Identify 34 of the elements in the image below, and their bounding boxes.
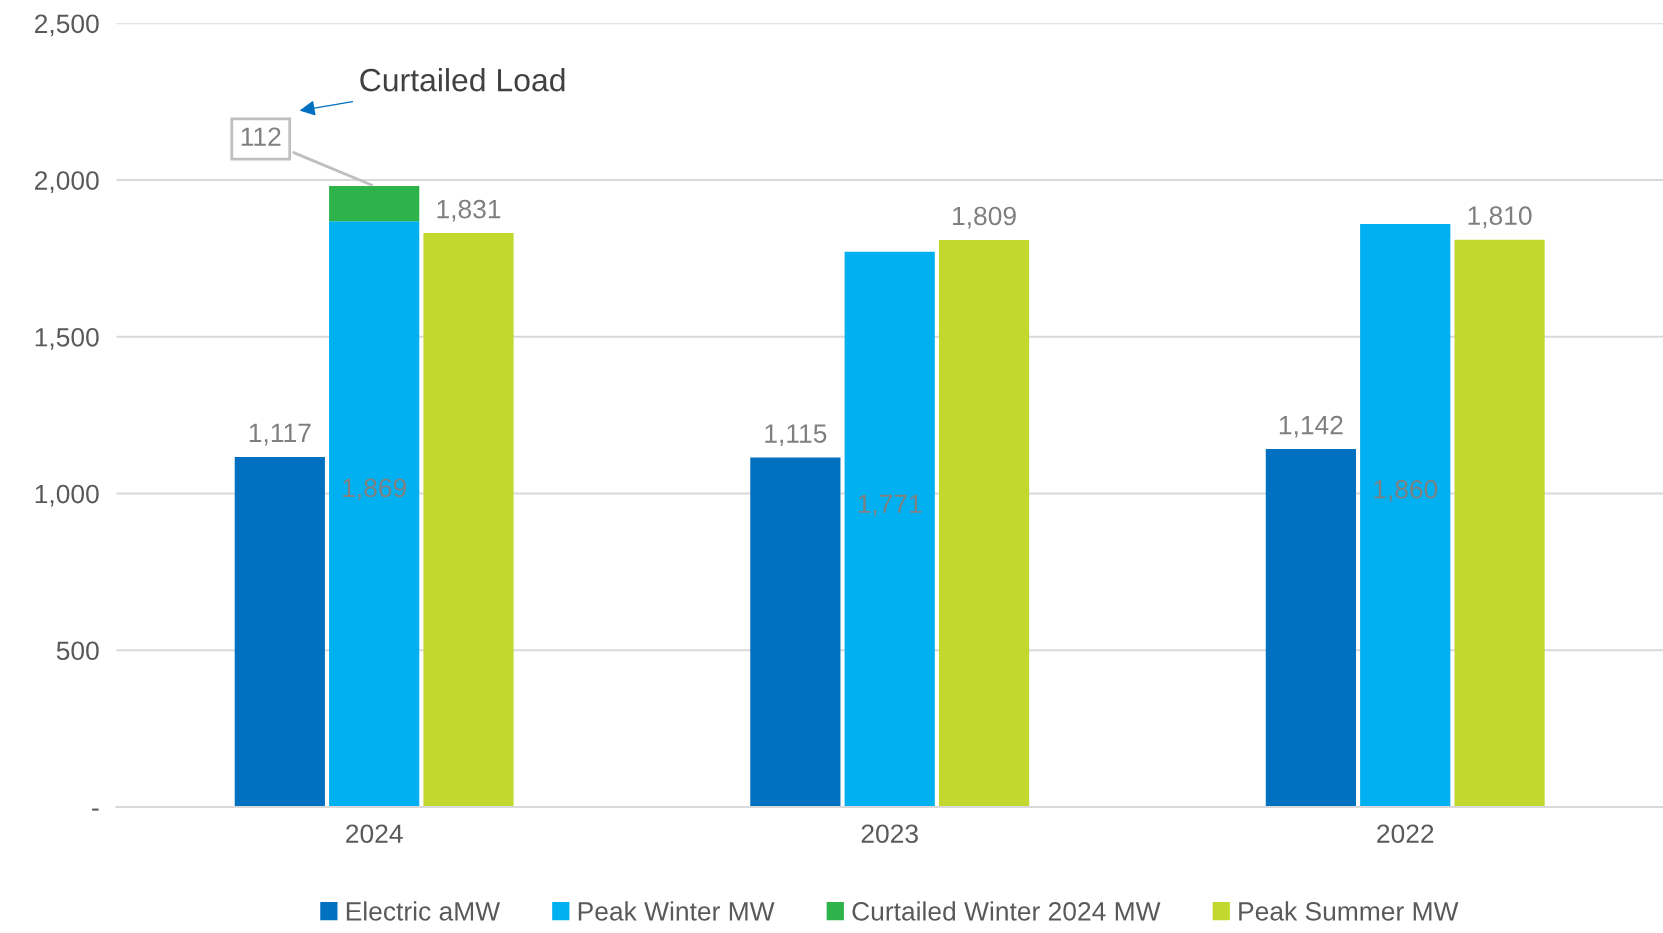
data-label: 1,142 (1279, 415, 1343, 438)
data-label: 1,771 (858, 494, 922, 517)
bar (938, 239, 1030, 808)
bar (329, 221, 420, 808)
bar (750, 457, 841, 808)
data-label: 1,810 (1468, 206, 1532, 229)
data-label: 1,115 (765, 424, 827, 446)
legend-label: Peak Summer MW (1239, 901, 1459, 921)
x-tick-label: 2022 (1377, 824, 1434, 844)
data-label: 112 (241, 127, 281, 146)
bar (1454, 239, 1545, 808)
legend-label: Peak Winter MW (578, 901, 775, 921)
y-tick-label: 2,500 (35, 14, 99, 37)
data-label: 1,860 (1374, 479, 1438, 502)
bar (844, 251, 935, 808)
data-label: 1,809 (953, 206, 1016, 229)
legend-label: Curtailed Winter 2024 MW (852, 901, 1161, 921)
y-tick-label: 2,000 (35, 171, 99, 194)
y-tick-label: 1,500 (35, 327, 99, 350)
x-tick-label: 2023 (861, 824, 918, 844)
x-tick-label: 2024 (346, 824, 403, 844)
annotation: Curtailed Load (360, 68, 565, 92)
data-label: 1,869 (343, 478, 406, 501)
bar (234, 456, 325, 808)
y-tick-label: 1,000 (35, 484, 99, 507)
y-tick-label: - (92, 808, 99, 811)
y-tick-label: 500 (56, 641, 99, 661)
bar (1265, 449, 1356, 808)
bar (329, 186, 420, 222)
bar (423, 233, 514, 808)
data-label: 1,117 (249, 423, 311, 446)
legend-label: Electric aMW (346, 901, 501, 921)
bar (1360, 223, 1451, 808)
data-label: 1,831 (437, 199, 501, 222)
